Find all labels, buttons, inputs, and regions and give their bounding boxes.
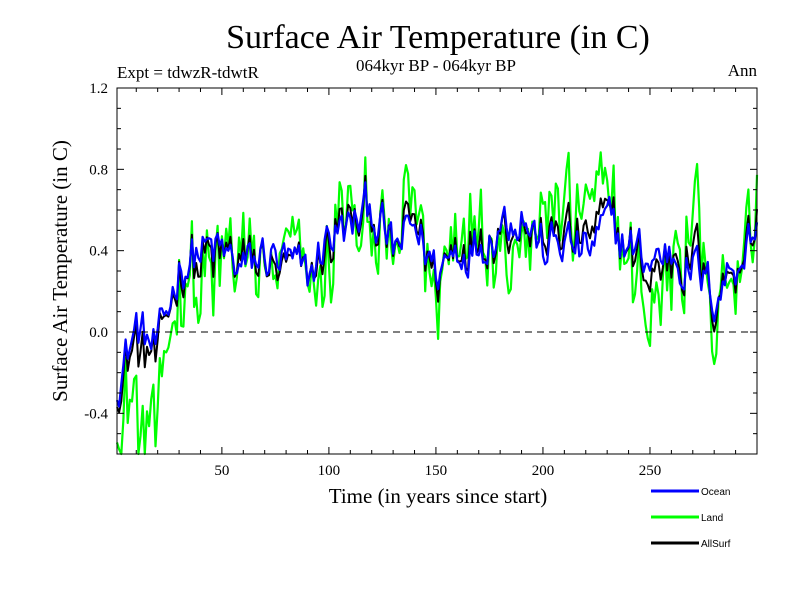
x-tick-label: 50: [214, 463, 229, 479]
y-tick-label: 0.0: [89, 325, 108, 341]
season-label: Ann: [728, 61, 758, 80]
y-tick-label: 0.8: [89, 162, 108, 178]
y-tick-label: -0.4: [84, 406, 108, 422]
x-tick-label: 200: [532, 463, 555, 479]
x-axis-label: Time (in years since start): [329, 484, 548, 508]
tick-layer: 50 100 150 200 250 -0.4 0.0 0.4 0.8 1.2: [84, 81, 757, 479]
x-tick-label: 250: [639, 463, 662, 479]
series-layer: [115, 151, 759, 456]
x-tick-label: 100: [318, 463, 341, 479]
chart-subtitle: 064kyr BP - 064kyr BP: [356, 56, 516, 75]
legend-label-allsurf: AllSurf: [701, 539, 731, 550]
x-tick-label: 150: [425, 463, 448, 479]
legend: Ocean Land AllSurf: [651, 487, 731, 550]
experiment-label: Expt = tdwzR-tdwtR: [117, 63, 259, 82]
y-tick-label: 0.4: [89, 244, 108, 260]
y-tick-label: 1.2: [89, 81, 108, 97]
y-axis-label: Surface Air Temperature (in C): [48, 140, 72, 402]
chart-title: Surface Air Temperature (in C): [226, 19, 650, 56]
series-line-ocean: [115, 181, 759, 408]
legend-label-ocean: Ocean: [701, 487, 730, 498]
legend-label-land: Land: [701, 513, 723, 524]
